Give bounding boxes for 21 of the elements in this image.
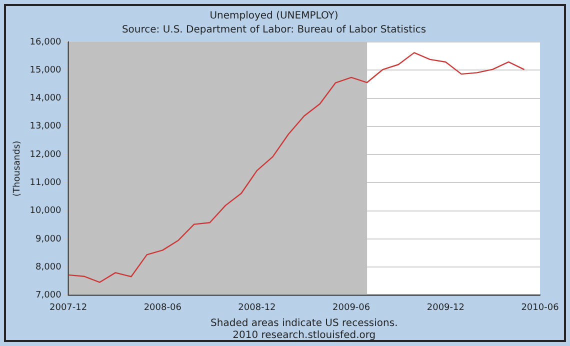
y-tick-label: 7,000 (36, 290, 62, 301)
chart-subtitle: Source: U.S. Department of Labor: Bureau of Labor Statistics (122, 24, 426, 36)
x-tick-label: 2008-12 (238, 302, 276, 313)
y-tick-label: 15,000 (30, 65, 62, 76)
y-tick-label: 13,000 (30, 122, 62, 132)
text: 2010 research.stlouisfed.org (232, 330, 376, 341)
y-axis-title: (Thousands) (12, 140, 23, 196)
chart-title: Unemployed (UNEMPLOY) (210, 10, 338, 22)
text: Shaded areas indicate US recessions. (210, 318, 398, 329)
x-tick-label: 2009-12 (426, 302, 464, 313)
y-tick-label: 12,000 (30, 150, 62, 160)
y-tick-label: 9,000 (36, 234, 62, 244)
y-tick-label: 11,000 (30, 178, 62, 188)
y-tick-label: 8,000 (36, 262, 62, 272)
y-tick-label: 16,000 (30, 37, 62, 48)
y-tick-label: 10,000 (30, 206, 62, 216)
x-tick-label: 2010-06 (521, 302, 560, 313)
x-tick-label: 2009-06 (332, 302, 370, 313)
x-tick-label: 2008-06 (144, 302, 182, 313)
y-tick-label: 14,000 (30, 94, 62, 104)
x-tick-label: 2007-12 (49, 302, 88, 313)
